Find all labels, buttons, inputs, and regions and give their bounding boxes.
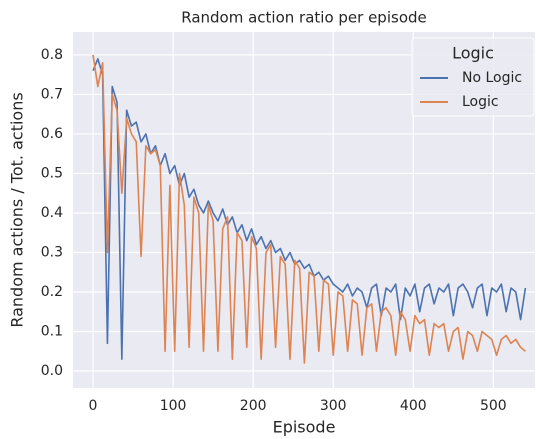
y-tick-label: 0.4 <box>41 205 63 221</box>
x-axis-label: Episode <box>273 418 336 437</box>
line-series <box>92 58 527 360</box>
y-tick-label: 0.2 <box>41 284 63 300</box>
x-tick-label: 100 <box>160 398 187 414</box>
y-tick-label: 0.6 <box>41 126 63 142</box>
legend-box <box>411 37 535 117</box>
line-series <box>92 54 526 364</box>
y-tick-label: 0.8 <box>41 47 63 63</box>
legend-label: No Logic <box>462 70 522 86</box>
x-tick-label: 200 <box>240 398 267 414</box>
x-tick-label: 300 <box>320 398 347 414</box>
x-tick-label: 400 <box>400 398 427 414</box>
y-tick-label: 0.7 <box>41 86 63 102</box>
y-axis-label: Random actions / Tot. actions <box>8 92 27 327</box>
y-tick-label: 0.3 <box>41 244 63 260</box>
y-tick-label: 0.0 <box>41 363 63 379</box>
x-tick-label: 0 <box>89 398 98 414</box>
legend-label: Logic <box>462 94 499 110</box>
y-tick-label: 0.5 <box>41 165 63 181</box>
y-tick-label: 0.1 <box>41 323 63 339</box>
x-tick-label: 500 <box>480 398 507 414</box>
legend-title: Logic <box>452 44 494 63</box>
chart-title: Random action ratio per episode <box>181 9 427 27</box>
